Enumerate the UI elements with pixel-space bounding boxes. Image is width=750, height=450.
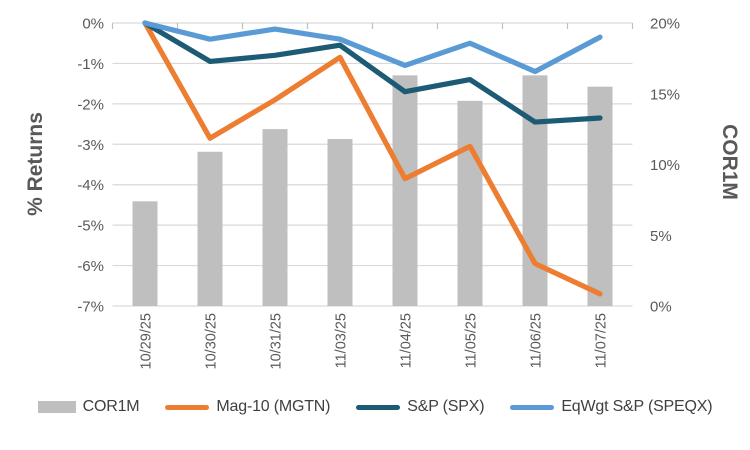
line-series-1 [142, 20, 603, 125]
left-axis-tick-label: -6% [77, 258, 104, 275]
legend-item-2: S&P (SPX) [356, 398, 485, 416]
legend-label: Mag-10 (MGTN) [216, 398, 331, 415]
x-axis-category-label: 11/04/25 [399, 313, 415, 368]
left-axis-tick-label: -1% [77, 56, 104, 73]
bar-cor1m [132, 201, 158, 306]
left-axis-title: % Returns [24, 112, 47, 216]
bar-cor1m [392, 75, 418, 306]
right-axis-tick-label: 10% [650, 157, 680, 174]
bar-cor1m [522, 75, 548, 306]
right-axis-tick-label: 15% [650, 86, 680, 103]
bar-cor1m [587, 86, 613, 306]
right-axis-tick-label: 5% [650, 228, 672, 245]
x-axis-category-label: 11/07/25 [594, 313, 610, 368]
bar-cor1m [197, 151, 223, 306]
right-axis-tick-label: 20% [650, 16, 680, 33]
x-axis-category-label: 10/30/25 [204, 313, 220, 369]
legend-swatch-bar [37, 401, 76, 413]
legend-item-3: EqWgt S&P (SPEQX) [510, 398, 713, 416]
legend-swatch-line [510, 404, 555, 410]
left-axis-tick-label: -5% [77, 218, 104, 235]
legend-label: EqWgt S&P (SPEQX) [561, 398, 713, 415]
bar-cor1m [457, 100, 483, 306]
x-axis-category-label: 11/06/25 [529, 313, 545, 368]
x-axis-category-label: 11/03/25 [334, 313, 350, 368]
left-axis-tick-label: -2% [77, 96, 104, 113]
bar-cor1m [327, 139, 353, 306]
legend-swatch-line [356, 404, 401, 410]
x-axis-category-label: 10/29/25 [139, 313, 155, 369]
left-axis-tick-label: -7% [77, 299, 104, 316]
left-axis-tick-label: -3% [77, 137, 104, 154]
right-axis-title: COR1M [718, 124, 741, 200]
line-series-2 [142, 20, 603, 75]
left-axis-tick-label: -4% [77, 177, 104, 194]
legend-swatch-line [165, 404, 210, 410]
legend-item-1: Mag-10 (MGTN) [165, 398, 330, 416]
chart-plot-area: 0% -1% -2% -3% -4% -5% -6% -7% 20% 15% 10% 5% 0% 10/2… [24, 16, 741, 370]
x-axis-category-label: 10/31/25 [269, 313, 285, 369]
chart-legend: COR1M Mag-10 (MGTN) S&P (SPX) EqWgt S&P (SP… [0, 398, 750, 416]
legend-label: COR1M [82, 398, 140, 415]
left-axis-tick-label: 0% [82, 16, 104, 33]
line-series-0 [142, 20, 603, 297]
x-axis-category-label: 11/05/25 [464, 313, 480, 368]
right-axis-tick-label: 0% [650, 299, 672, 316]
legend-label: S&P (SPX) [407, 398, 485, 415]
bar-cor1m [262, 129, 288, 306]
legend-item-0: COR1M [37, 398, 140, 416]
